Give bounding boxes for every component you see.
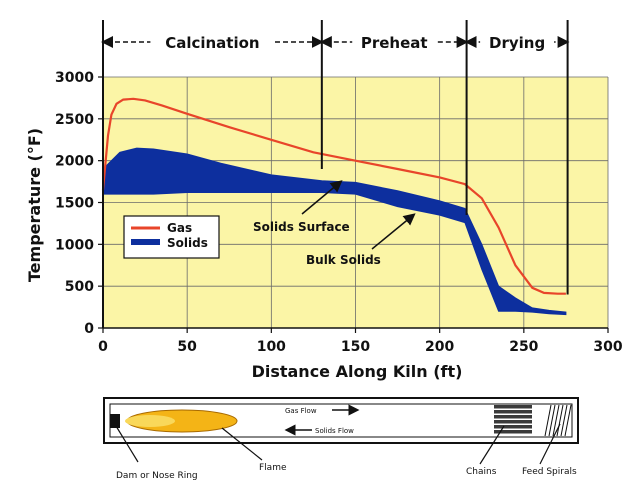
feed-spiral-line: [552, 404, 560, 437]
y-tick-label: 1500: [55, 196, 94, 212]
y-tick-label: 2500: [55, 112, 94, 128]
solids-surface-arrow: [301, 180, 343, 215]
feed-spiral-line: [548, 404, 556, 437]
chains-pointer: [479, 425, 505, 465]
flame-core: [125, 415, 175, 427]
zone-label: Drying: [489, 34, 545, 52]
feed-spiral-line: [556, 404, 564, 437]
x-axis-label: Distance Along Kiln (ft): [252, 362, 463, 381]
chain-row: [494, 420, 532, 424]
x-tick-label: 150: [341, 339, 370, 355]
dam-label: Dam or Nose Ring: [116, 471, 198, 481]
gas-flow-label: Gas Flow: [285, 407, 317, 415]
solids-surface-annotation: Solids Surface: [253, 220, 350, 234]
bulk-solids-arrow: [371, 213, 416, 250]
chain-row: [494, 415, 532, 419]
bulk-solids-annotation: Bulk Solids: [306, 253, 381, 267]
flame-pointer: [221, 427, 263, 461]
x-tick-label: 250: [509, 339, 538, 355]
y-tick-label: 500: [65, 279, 94, 295]
y-axis-label: Temperature (°F): [25, 128, 44, 282]
x-tick-label: 300: [593, 339, 622, 355]
chains-label: Chains: [466, 467, 497, 477]
spirals-pointer: [539, 423, 561, 465]
y-tick-label: 1000: [55, 237, 94, 253]
dam-pointer: [115, 425, 139, 463]
flame-label: Flame: [259, 463, 287, 473]
feed-spirals-label: Feed Spirals: [522, 467, 577, 477]
zone-label-bg: [352, 31, 437, 53]
solids-band: [102, 147, 567, 316]
chain-row: [494, 410, 532, 414]
feed-spiral-line: [544, 404, 552, 437]
dam-ring: [110, 414, 120, 428]
chain-row: [494, 405, 532, 409]
y-tick-label: 3000: [55, 70, 94, 86]
chain-row: [494, 425, 532, 429]
x-tick-label: 50: [177, 339, 197, 355]
x-tick-label: 200: [425, 339, 454, 355]
feed-spiral-line: [564, 404, 572, 437]
zone-label: Preheat: [361, 34, 428, 52]
y-tick-label: 0: [84, 321, 94, 337]
zone-label: Calcination: [165, 34, 259, 52]
legend-label-gas: Gas: [167, 221, 192, 235]
legend-swatch-solids: [131, 239, 160, 245]
zone-label-bg: [150, 31, 275, 53]
y-tick-label: 2000: [55, 154, 94, 170]
legend-box: [123, 215, 220, 259]
feed-spiral-line: [560, 404, 568, 437]
solids-flow-label: Solids Flow: [315, 427, 354, 435]
zone-label-bg: [480, 31, 555, 53]
x-tick-label: 0: [98, 339, 108, 355]
x-tick-label: 100: [257, 339, 286, 355]
legend-label-solids: Solids: [167, 236, 208, 250]
chain-row: [494, 430, 532, 434]
gas-line: [101, 97, 566, 295]
